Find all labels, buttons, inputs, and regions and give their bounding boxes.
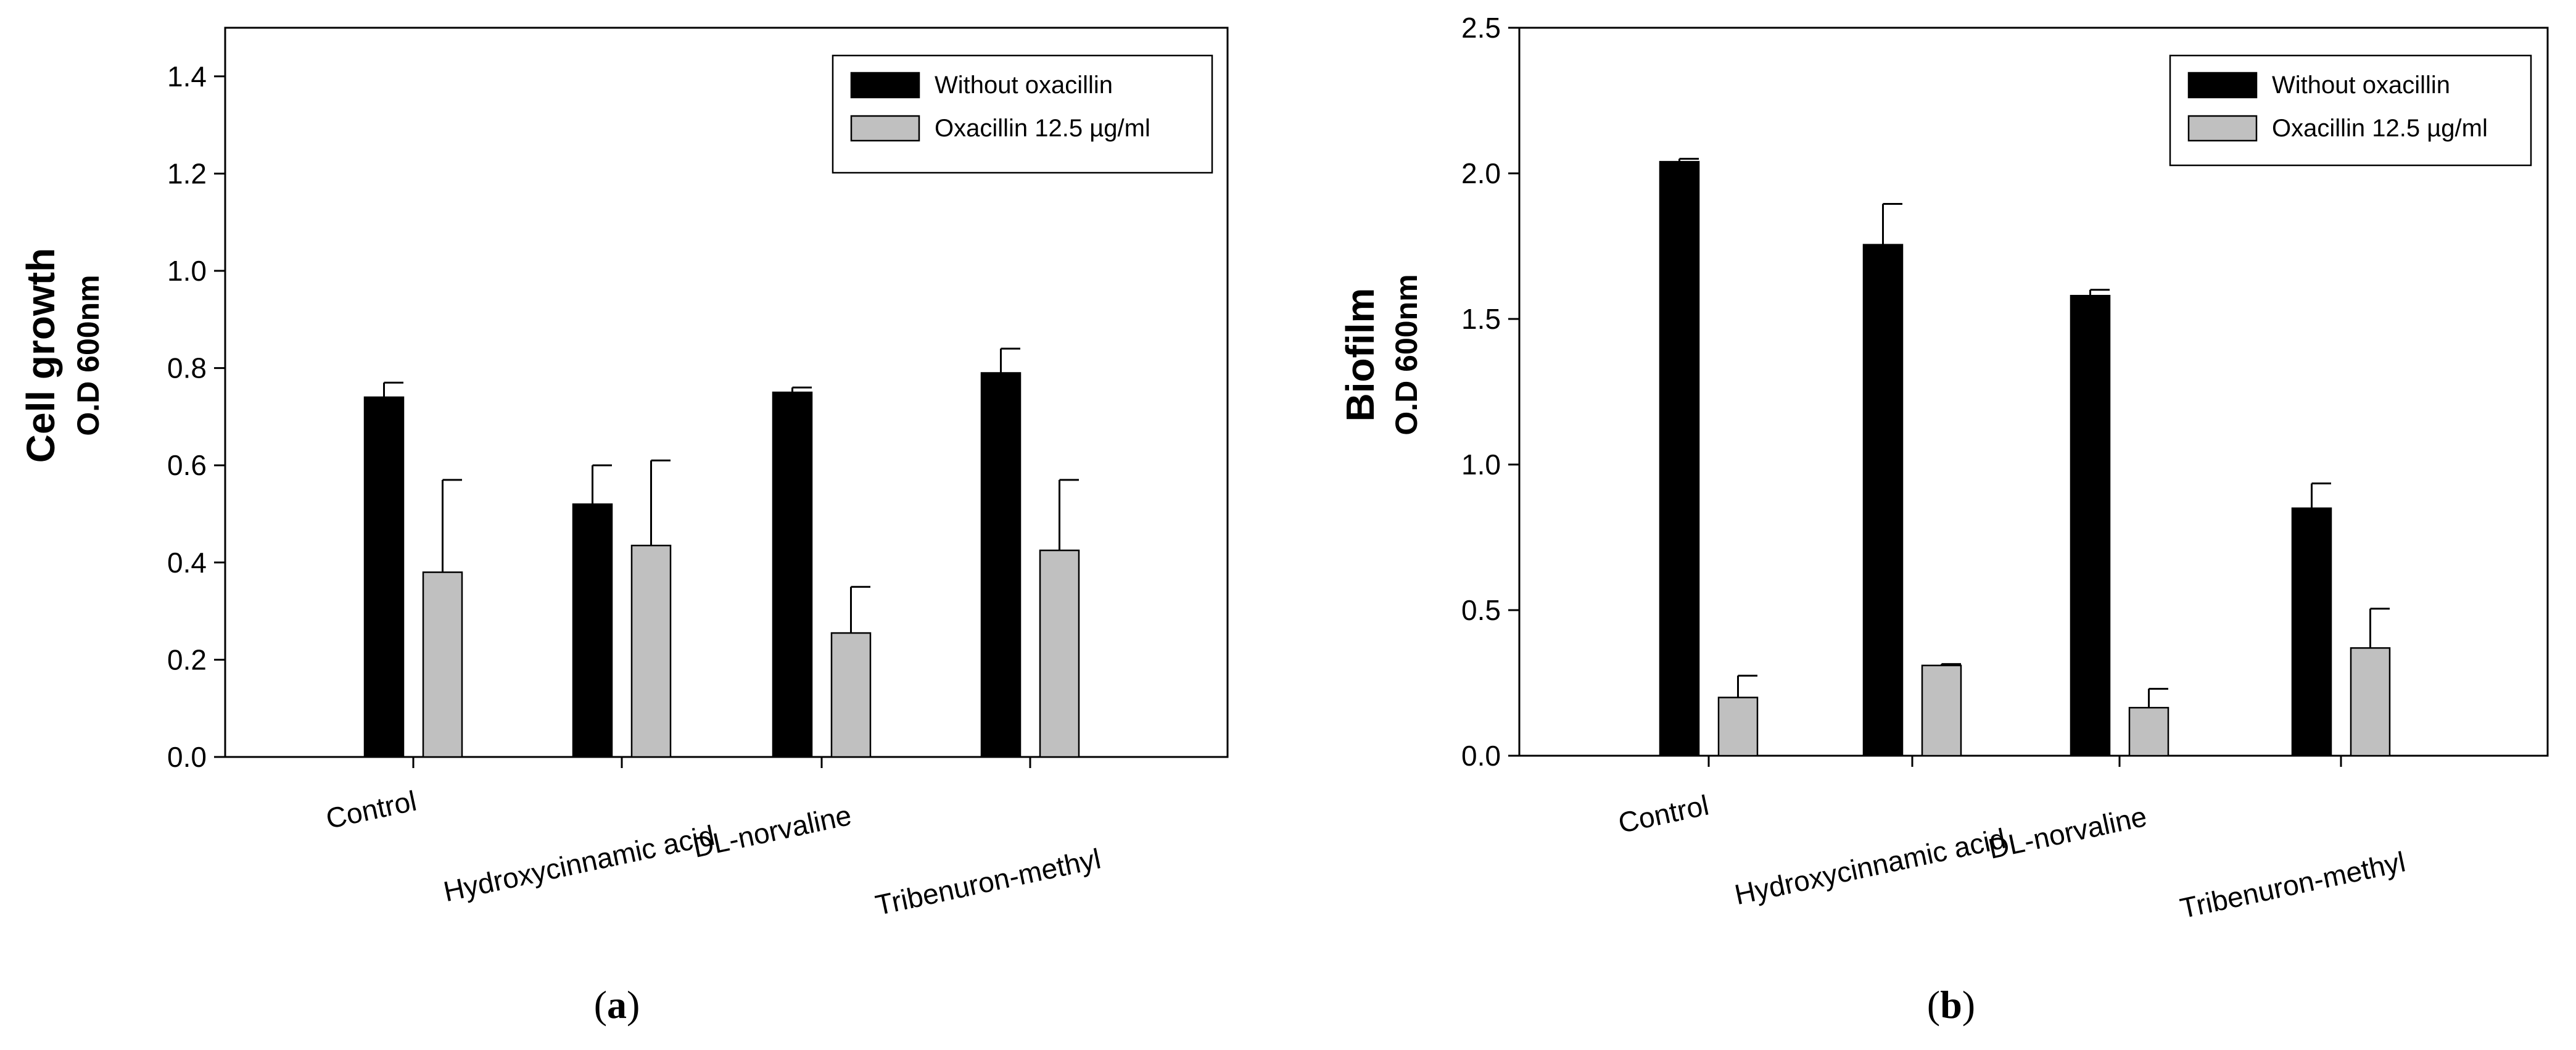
- y-tick-label: 1.0: [1461, 449, 1501, 481]
- y-tick-label: 0.8: [167, 352, 207, 384]
- y-tick-label: 0.5: [1461, 594, 1501, 626]
- category-label: Tribenuron-methyl: [873, 842, 1104, 921]
- y-tick-label: 1.2: [167, 157, 207, 189]
- y-tick-label: 0.0: [1461, 740, 1501, 772]
- panel-label: (a): [594, 983, 640, 1027]
- bar-oxacillin-3: [2350, 647, 2391, 757]
- bar-oxacillin-1: [630, 544, 672, 758]
- legend-label: Oxacillin 12.5 µg/ml: [935, 115, 1150, 142]
- legend-label: Without oxacillin: [2272, 72, 2450, 99]
- bar-without-oxacillin-1: [1862, 244, 1904, 757]
- bar-without-oxacillin-1: [572, 503, 613, 758]
- y-tick-label: 0.0: [167, 741, 207, 773]
- plot-frame: [1518, 27, 2549, 757]
- y-axis-label: Cell growth: [19, 248, 63, 463]
- category-label: Control: [323, 785, 419, 835]
- y-axis-label: Biofilm: [1338, 288, 1382, 422]
- legend-swatch: [2187, 72, 2258, 99]
- category-label: Control: [1616, 789, 1712, 840]
- y-tick-label: 2.0: [1461, 157, 1501, 189]
- bar-without-oxacillin-3: [980, 372, 1022, 758]
- panel-label: (b): [1927, 983, 1975, 1027]
- panel-a: 0.0 0.2 0.4 0.6 0.8 1.0 1.2 1.4 Control Hydroxyci…: [19, 27, 1229, 1027]
- y-tick-label: 1.0: [167, 255, 207, 287]
- y-tick-label: 0.4: [167, 547, 207, 579]
- y-tick-label: 1.4: [167, 60, 207, 93]
- bar-oxacillin-0: [1717, 697, 1759, 757]
- bar-without-oxacillin-2: [2070, 294, 2111, 757]
- bar-without-oxacillin-2: [772, 391, 813, 758]
- bar-oxacillin-2: [2128, 706, 2169, 757]
- panel-b: 0.0 0.5 1.0 1.5 2.0 2.5 Control Hydroxycinnamic…: [1338, 12, 2549, 1027]
- legend-label: Oxacillin 12.5 µg/ml: [2272, 115, 2488, 142]
- category-label: Hydroxycinnamic acid: [1732, 822, 2008, 911]
- legend-swatch: [850, 72, 920, 99]
- y-axis-sublabel: O.D 600nm: [1389, 274, 1424, 435]
- y-tick-label: 1.5: [1461, 303, 1501, 335]
- bar-oxacillin-3: [1039, 549, 1080, 758]
- legend-swatch: [850, 115, 920, 142]
- y-tick-label: 0.6: [167, 449, 207, 481]
- bar-oxacillin-2: [830, 632, 872, 758]
- legend-label: Without oxacillin: [935, 72, 1113, 99]
- y-axis-sublabel: O.D 600nm: [71, 275, 105, 436]
- category-label: Tribenuron-methyl: [2178, 845, 2408, 924]
- plot-frame: [224, 27, 1229, 758]
- bar-without-oxacillin-0: [363, 396, 405, 758]
- category-label: DL-norvaline: [1986, 800, 2150, 865]
- y-tick-label: 0.2: [167, 643, 207, 676]
- bar-oxacillin-1: [1921, 664, 1962, 757]
- legend-swatch: [2187, 115, 2258, 142]
- bar-without-oxacillin-0: [1659, 160, 1700, 757]
- y-tick-label: 2.5: [1461, 12, 1501, 44]
- bar-without-oxacillin-3: [2291, 507, 2332, 757]
- category-label: DL-norvaline: [690, 799, 854, 864]
- category-label: Hydroxycinnamic acid: [440, 819, 717, 907]
- bar-oxacillin-0: [422, 571, 463, 758]
